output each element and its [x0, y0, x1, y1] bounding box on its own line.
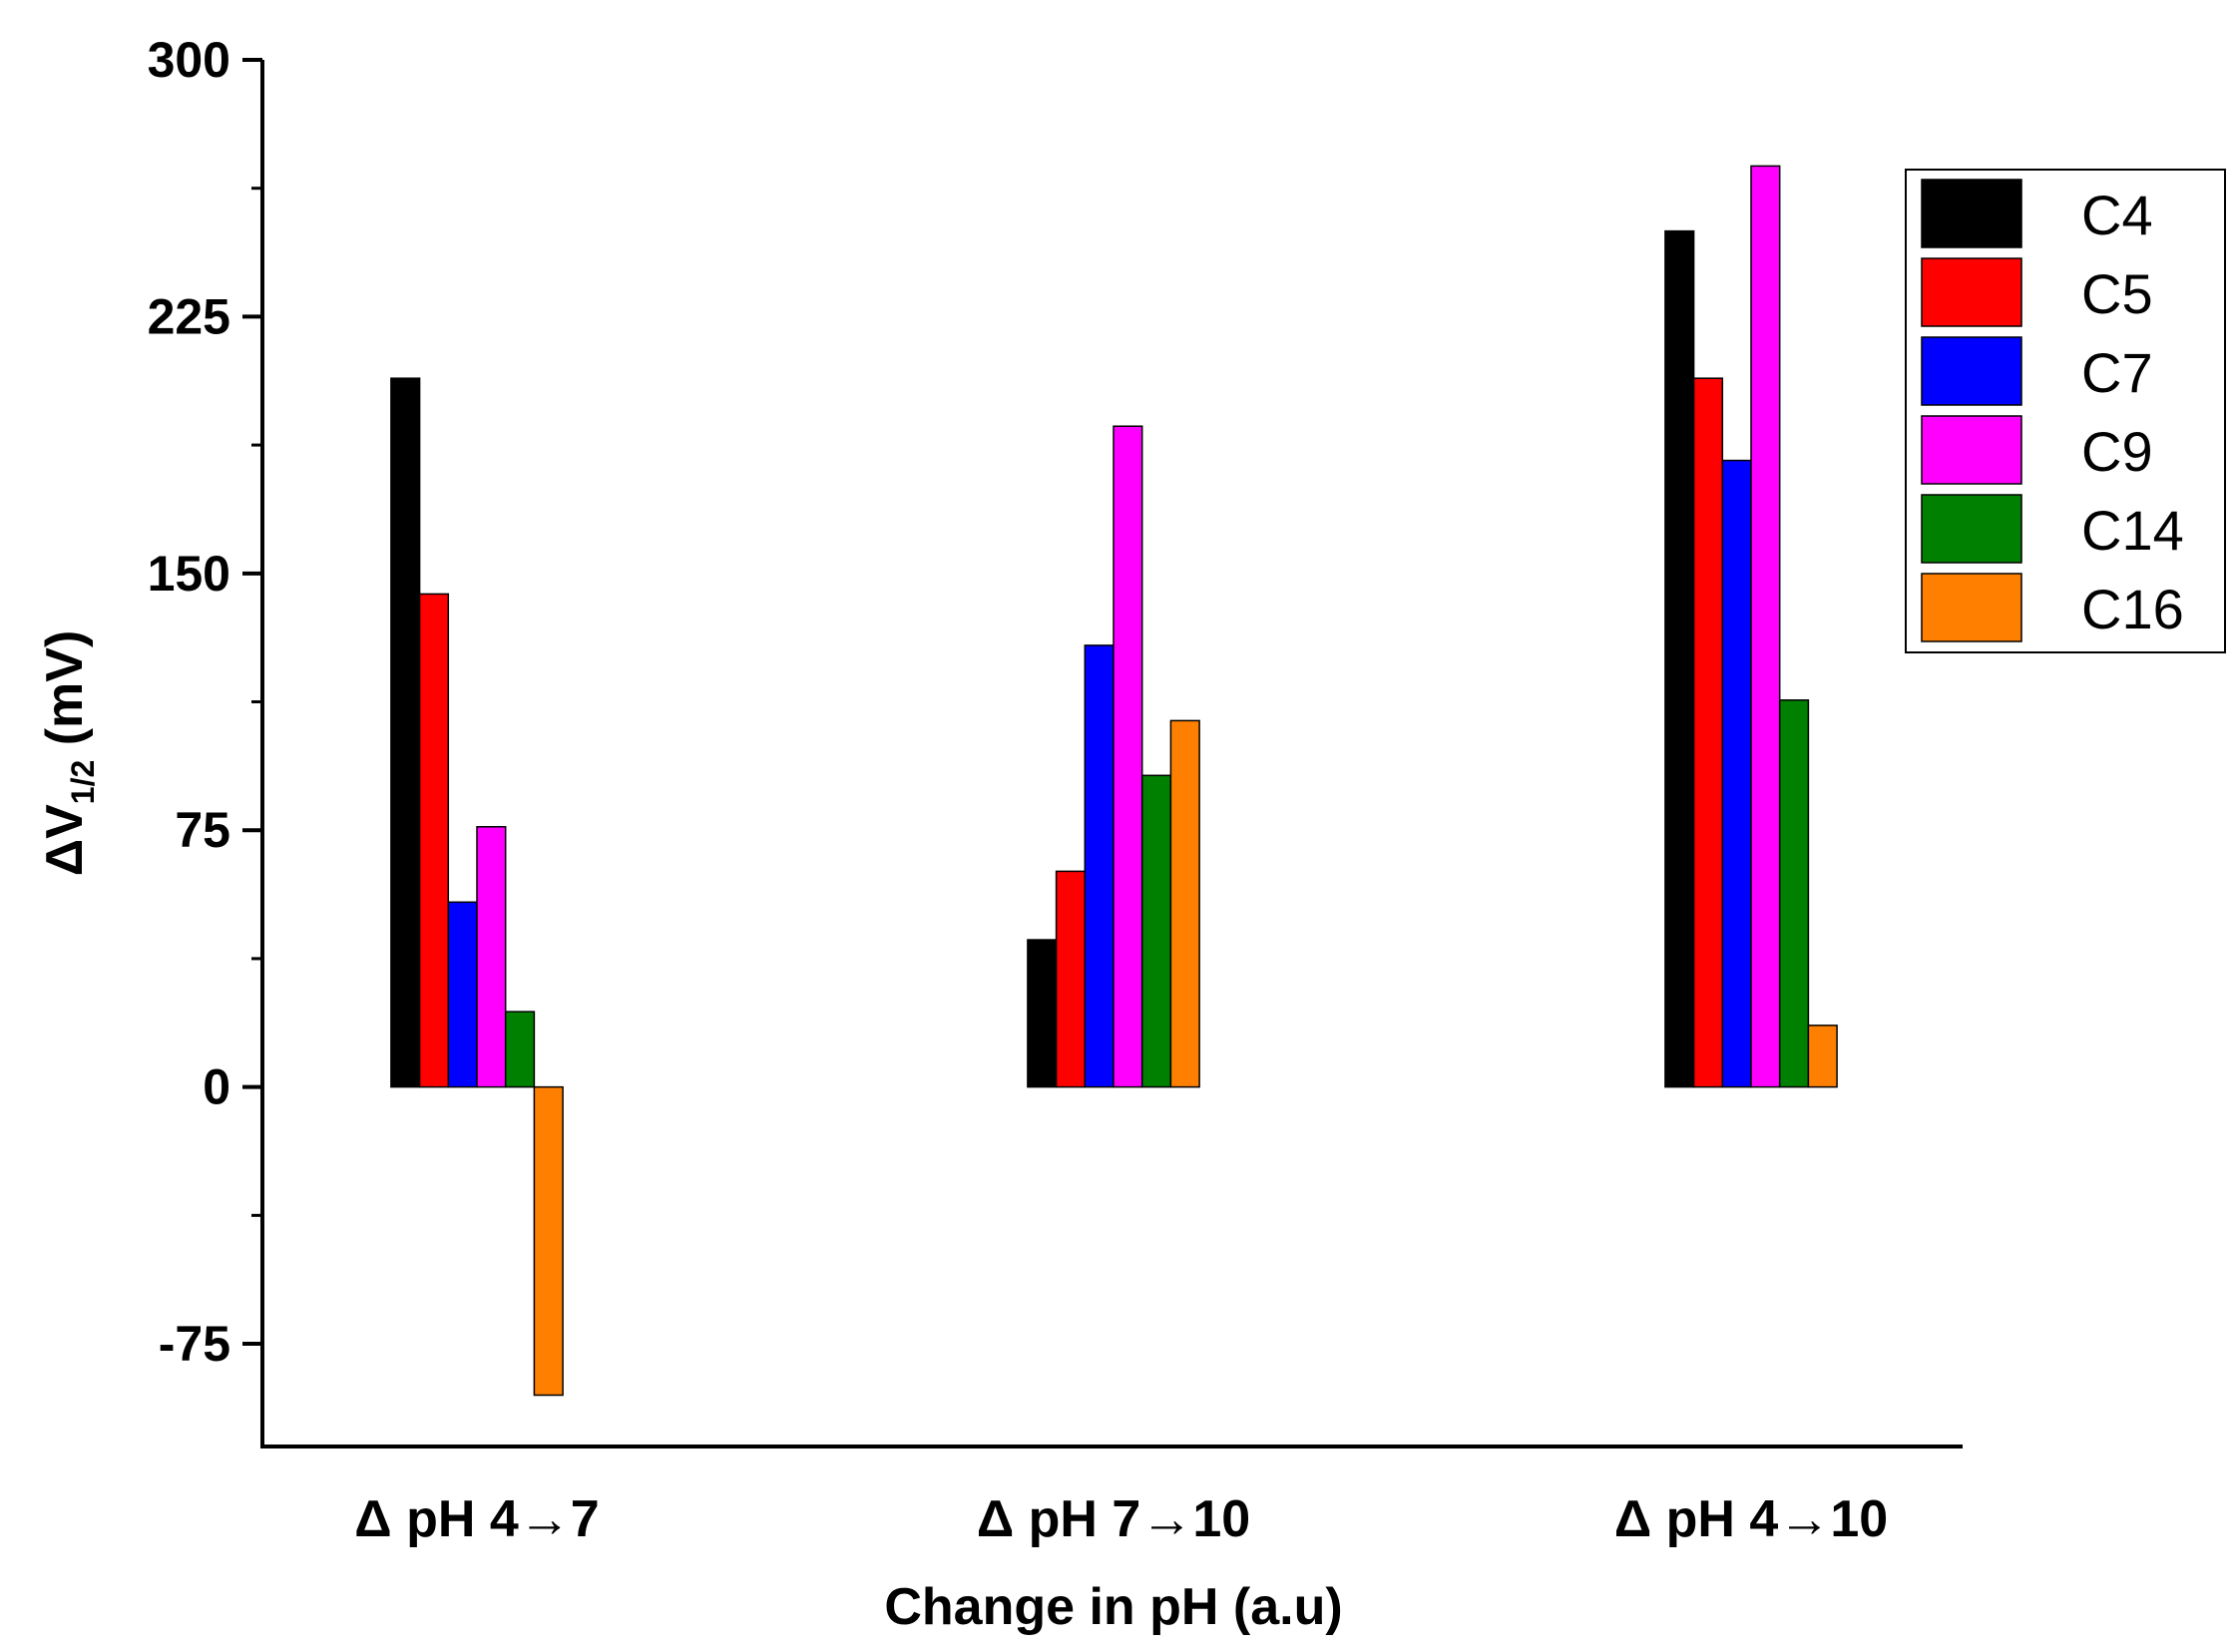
- bar-C9-1: [1113, 425, 1143, 1088]
- legend-swatch-C16: [1921, 573, 2022, 642]
- bar-C5-1: [1055, 870, 1087, 1088]
- legend-box: [1905, 169, 2226, 653]
- y-tick-label: 0: [203, 1059, 230, 1115]
- y-tick-label: -75: [159, 1316, 230, 1372]
- legend-label-C4: C4: [2081, 184, 2153, 246]
- x-tick-label: Δ pH 7→10: [977, 1490, 1250, 1548]
- bar-C14-2: [1778, 699, 1810, 1088]
- bar-C5-2: [1692, 377, 1724, 1088]
- y-tick-label: 150: [148, 546, 230, 602]
- legend-label-C14: C14: [2081, 499, 2184, 562]
- legend-swatch-C14: [1921, 494, 2022, 564]
- bar-C14-0: [504, 1011, 536, 1088]
- bar-C4-1: [1027, 939, 1058, 1088]
- legend-label-C9: C9: [2081, 420, 2153, 483]
- y-axis-label: ΔV1/2 (mV): [36, 630, 101, 877]
- bar-C5-0: [418, 593, 450, 1088]
- legend-swatch-C9: [1921, 415, 2022, 485]
- bar-C16-1: [1169, 719, 1200, 1088]
- legend: C4 C5 C7 C9 C14 C16: [1905, 169, 2226, 653]
- bar-C16-2: [1807, 1025, 1838, 1088]
- bar-C9-2: [1750, 165, 1781, 1088]
- legend-label-C16: C16: [2081, 578, 2184, 640]
- x-tick-label: Δ pH 4→7: [354, 1490, 599, 1548]
- y-tick-label: 75: [175, 802, 230, 858]
- y-tick-label: 300: [148, 32, 230, 88]
- bar-C14-1: [1140, 774, 1172, 1088]
- legend-swatch-C4: [1921, 179, 2022, 248]
- bar-C9-0: [476, 826, 507, 1088]
- bar-C16-0: [533, 1085, 564, 1397]
- y-tick-label: 225: [148, 288, 230, 344]
- x-tick-label: Δ pH 4→10: [1614, 1490, 1888, 1548]
- legend-label-C7: C7: [2081, 341, 2153, 404]
- axes: 300 225 150 75 0 -75 Δ pH 4→7 Δ pH 7→10 Δ pH 4→1…: [148, 32, 1963, 1548]
- legend-swatch-C5: [1921, 257, 2022, 327]
- bar-C7-2: [1721, 459, 1752, 1088]
- legend-swatch-C7: [1921, 336, 2022, 406]
- bar-C7-1: [1084, 644, 1115, 1088]
- bar-C4-2: [1664, 229, 1695, 1088]
- legend-label-C5: C5: [2081, 262, 2153, 325]
- bar-C7-0: [447, 901, 478, 1088]
- bar-C4-0: [390, 377, 421, 1088]
- x-axis-label: Change in pH (a.u): [884, 1578, 1342, 1636]
- bars: [390, 165, 1838, 1397]
